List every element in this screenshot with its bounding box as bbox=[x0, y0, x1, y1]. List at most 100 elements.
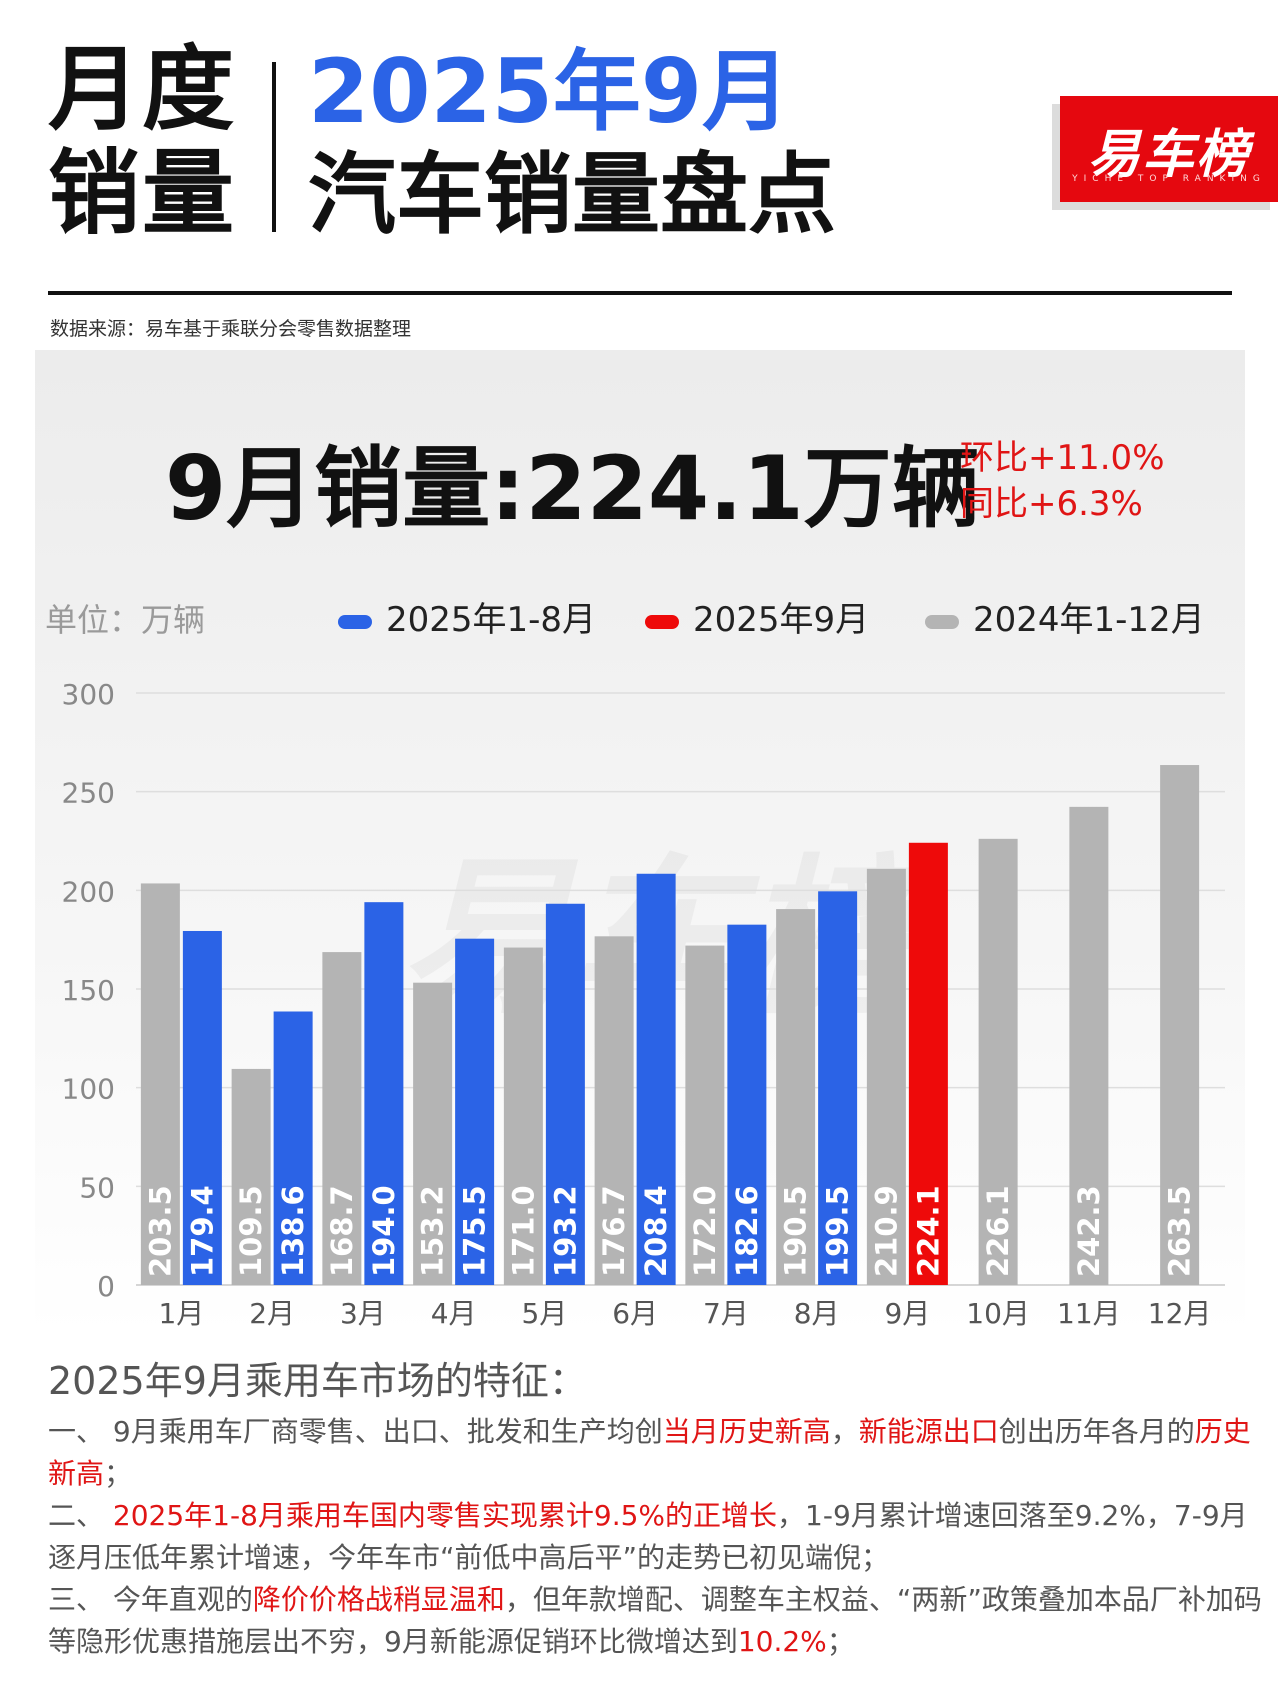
note-text: ， bbox=[830, 1415, 859, 1448]
bar-2024 bbox=[685, 945, 725, 1285]
bar-data-label: 109.5 bbox=[234, 1185, 268, 1277]
y-tick-label: 100 bbox=[62, 1073, 115, 1106]
note-text: 一、 9月乘用车厂商零售、出口、批发和生产均创 bbox=[48, 1415, 663, 1448]
bar-2024 bbox=[776, 909, 816, 1285]
bar-data-label: 208.4 bbox=[639, 1185, 673, 1277]
note-item: 三、 今年直观的降价价格战稍显温和，但年款增配、调整车主权益、“两新”政策叠加本… bbox=[48, 1579, 1268, 1663]
note-text: 三、 今年直观的 bbox=[48, 1583, 253, 1616]
bar-data-label: 226.1 bbox=[981, 1185, 1015, 1277]
header-rule bbox=[48, 291, 1232, 295]
bar-data-label: 193.2 bbox=[548, 1185, 582, 1277]
bar-data-label: 194.0 bbox=[367, 1185, 401, 1277]
y-tick-label: 150 bbox=[62, 974, 115, 1007]
bar-data-label: 242.3 bbox=[1072, 1185, 1106, 1277]
y-tick-label: 200 bbox=[62, 875, 115, 908]
note-text: ，但年款增配、调整车主权益、“两新”政策叠加本品厂补加码等隐形优惠措施层出不穷，… bbox=[48, 1583, 1262, 1658]
logo-subtext: YICHE TOP RANKING bbox=[1072, 174, 1266, 184]
x-tick-label: 6月 bbox=[612, 1297, 658, 1330]
mom-growth: 环比+11.0% bbox=[960, 438, 1165, 478]
legend-item-2024: 2024年1-12月 bbox=[925, 592, 1205, 640]
bar-data-label: 153.2 bbox=[416, 1185, 450, 1277]
bar-2025-sep bbox=[908, 842, 948, 1285]
headline-sales: 9月销量:224.1万辆 bbox=[165, 437, 980, 540]
note-text: ，1-9月累计增速回落至9.2%，7-9月逐月压低年累计增速，今年车市“前低中高… bbox=[48, 1499, 1248, 1574]
header-left-line1: 月度 bbox=[48, 36, 237, 143]
x-tick-label: 9月 bbox=[884, 1297, 930, 1330]
bar-2025 bbox=[818, 891, 858, 1285]
notes-title: 2025年9月乘用车市场的特征： bbox=[48, 1359, 587, 1403]
bar-2024 bbox=[594, 936, 634, 1285]
note-text: 二、 bbox=[48, 1499, 113, 1532]
bar-2024 bbox=[978, 838, 1018, 1285]
header-left-line2: 销量 bbox=[48, 140, 237, 247]
data-source: 数据来源：易车基于乘联分会零售数据整理 bbox=[50, 318, 412, 340]
header-title-main: 汽车销量盘点 bbox=[308, 143, 837, 246]
x-tick-label: 10月 bbox=[966, 1297, 1030, 1330]
x-tick-label: 3月 bbox=[340, 1297, 386, 1330]
bar-data-label: 168.7 bbox=[325, 1185, 359, 1277]
logo-text: 易车榜 bbox=[1087, 125, 1250, 185]
yiche-logo: 易车榜 YICHE TOP RANKING bbox=[1060, 96, 1278, 202]
bar-data-label: 175.5 bbox=[458, 1185, 492, 1277]
bar-2025 bbox=[182, 930, 222, 1285]
bar-2025 bbox=[364, 902, 404, 1285]
x-tick-label: 12月 bbox=[1148, 1297, 1212, 1330]
y-tick-label: 50 bbox=[79, 1171, 115, 1204]
bar-chart: 0 50 100 150 200 250 300 203.5 179.4 1月 109.5 138.6… bbox=[62, 678, 1225, 1330]
bar-data-label: 176.7 bbox=[597, 1185, 631, 1277]
y-tick-label: 0 bbox=[97, 1270, 115, 1303]
market-notes: 2025年9月乘用车市场的特征： 一、 9月乘用车厂商零售、出口、批发和生产均创… bbox=[48, 1350, 1268, 1663]
header-left-title: 月度 销量 bbox=[48, 38, 258, 246]
bar-2024 bbox=[231, 1068, 271, 1285]
unit-label: 单位：万辆 bbox=[45, 601, 206, 639]
bar-data-label: 263.5 bbox=[1163, 1185, 1197, 1277]
note-item: 二、 2025年1-8月乘用车国内零售实现累计9.5%的正增长，1-9月累计增速… bbox=[48, 1495, 1268, 1579]
note-text: ； bbox=[104, 1457, 133, 1490]
x-tick-label: 5月 bbox=[521, 1297, 567, 1330]
legend-label: 2025年9月 bbox=[693, 600, 870, 640]
note-item: 一、 9月乘用车厂商零售、出口、批发和生产均创当月历史新高，新能源出口创出历年各… bbox=[48, 1411, 1268, 1495]
note-highlight: 当月历史新高 bbox=[662, 1415, 831, 1448]
legend-label: 2025年1-8月 bbox=[386, 600, 597, 640]
x-tick-label: 4月 bbox=[431, 1297, 477, 1330]
bar-2024 bbox=[413, 982, 453, 1285]
bar-2024 bbox=[140, 883, 180, 1285]
bar-data-label: 138.6 bbox=[276, 1185, 310, 1277]
legend-item-2025-sep: 2025年9月 bbox=[645, 592, 869, 640]
bar-data-label: 171.0 bbox=[506, 1185, 540, 1277]
bar-2024 bbox=[866, 868, 906, 1285]
header-title-date: 2025年9月 bbox=[308, 40, 791, 143]
bar-2024 bbox=[1069, 806, 1109, 1285]
x-tick-label: 1月 bbox=[158, 1297, 204, 1330]
note-highlight: 10.2% bbox=[737, 1625, 827, 1658]
bar-data-label: 210.9 bbox=[869, 1185, 903, 1277]
note-highlight: 历史新高 bbox=[48, 1415, 1251, 1490]
bar-2024 bbox=[503, 947, 543, 1285]
header-divider bbox=[272, 62, 276, 232]
bar-2025 bbox=[545, 903, 585, 1285]
notes-body: 一、 9月乘用车厂商零售、出口、批发和生产均创当月历史新高，新能源出口创出历年各… bbox=[48, 1411, 1268, 1663]
bar-2025 bbox=[636, 873, 676, 1285]
legend-swatch-blue bbox=[338, 614, 372, 629]
note-highlight: 新能源出口 bbox=[858, 1415, 999, 1448]
x-tick-label: 11月 bbox=[1057, 1297, 1121, 1330]
x-tick-label: 2月 bbox=[249, 1297, 295, 1330]
bar-2025 bbox=[727, 924, 767, 1285]
note-highlight: 2025年1-8月乘用车国内零售实现累计9.5%的正增长 bbox=[112, 1499, 778, 1532]
note-highlight: 降价价格战稍显温和 bbox=[252, 1583, 505, 1616]
legend-swatch-gray bbox=[925, 614, 959, 629]
bar-2025 bbox=[455, 938, 495, 1285]
bar-2024 bbox=[322, 952, 362, 1285]
bar-data-label: 179.4 bbox=[185, 1185, 219, 1277]
legend-swatch-red bbox=[645, 614, 679, 629]
bar-2024 bbox=[1160, 765, 1200, 1285]
y-tick-label: 250 bbox=[62, 777, 115, 810]
bar-data-label: 224.1 bbox=[911, 1185, 945, 1277]
bar-2025 bbox=[273, 1011, 313, 1285]
y-tick-label: 300 bbox=[62, 678, 115, 711]
note-text: ； bbox=[826, 1625, 855, 1658]
bar-data-label: 172.0 bbox=[688, 1185, 722, 1277]
bar-data-label: 190.5 bbox=[779, 1185, 813, 1277]
x-tick-label: 7月 bbox=[703, 1297, 749, 1330]
legend-label: 2024年1-12月 bbox=[973, 600, 1205, 640]
